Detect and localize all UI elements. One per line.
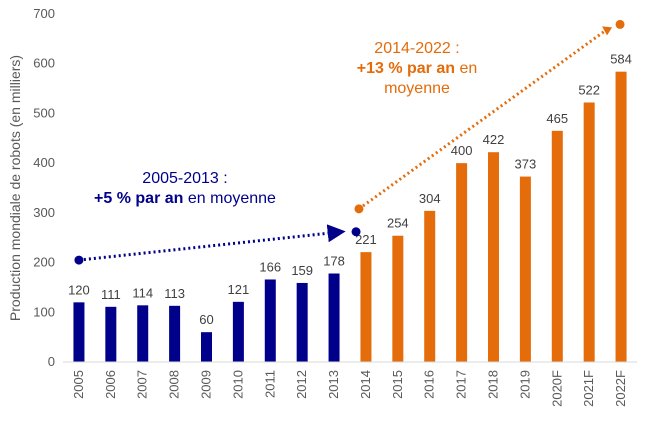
x-tick-label-2009: 2009: [199, 370, 214, 399]
bar-2019: [519, 176, 531, 362]
x-tick-label-2019: 2019: [517, 370, 532, 399]
annotation-2014-2022-rate: +13 % par an en: [357, 60, 478, 77]
bar-2014: [360, 252, 372, 362]
y-tick-label: 300: [33, 205, 55, 220]
x-tick-label-2017: 2017: [454, 370, 469, 399]
trend-line-2014-2022: [358, 28, 608, 211]
x-tick-label-2020F: 2020F: [549, 370, 564, 407]
annotation-2014-2022-title: 2014-2022 :: [374, 40, 459, 57]
bar-2008: [169, 305, 181, 362]
y-tick-label: 400: [33, 155, 55, 170]
data-label-2013: 178: [323, 254, 345, 269]
x-tick-label-2018: 2018: [486, 370, 501, 399]
x-tick-label-2007: 2007: [135, 370, 150, 399]
y-tick-label: 500: [33, 105, 55, 120]
data-label-2010: 121: [228, 282, 250, 297]
bar-2022F: [615, 71, 627, 362]
x-tick-label-2010: 2010: [230, 370, 245, 399]
data-label-2021F: 522: [578, 82, 600, 97]
trend-lines: [74, 19, 625, 265]
data-label-2018: 422: [483, 132, 505, 147]
trend-end-dot-2013: [351, 227, 361, 237]
data-label-2016: 304: [419, 191, 441, 206]
bars: 120 111 114 113 60 121 166 159 178 221 254 304 400 42…: [68, 52, 632, 363]
bar-2011: [264, 279, 276, 362]
trend-end-dot-2022: [615, 19, 625, 29]
data-label-2007: 114: [132, 285, 153, 300]
data-label-2009: 60: [199, 312, 213, 327]
trend-arrowhead-2022: [602, 26, 613, 36]
x-tick-label-2022F: 2022F: [613, 370, 628, 407]
x-tick-label-2014: 2014: [358, 370, 373, 399]
y-tick-label: 600: [33, 56, 55, 71]
annotations: 2005-2013 : +5 % par an en moyenne 2014-20…: [94, 40, 477, 207]
bar-2016: [424, 210, 436, 362]
data-label-2020F: 465: [546, 111, 568, 126]
bar-2012: [296, 282, 308, 362]
bar-2020F: [551, 130, 563, 362]
data-label-2006: 111: [101, 287, 121, 302]
x-tick-label-2016: 2016: [422, 370, 437, 399]
bar-2006: [105, 306, 117, 362]
data-label-2015: 254: [387, 216, 409, 231]
bar-2007: [137, 305, 149, 362]
trend-start-dot-2005: [74, 255, 84, 265]
data-label-2012: 159: [291, 263, 313, 278]
x-axis: 2005 2006 2007 2008 2009 2010 2011 2012 2013 2014…: [71, 370, 628, 407]
y-tick-label: 0: [48, 354, 55, 369]
trend-line-2005-2013: [78, 224, 346, 262]
y-tick-label: 200: [33, 255, 55, 270]
y-tick-label: 700: [33, 6, 55, 21]
x-tick-label-2012: 2012: [294, 370, 309, 399]
bar-2018: [488, 152, 499, 362]
annotation-2014-2022-line3: moyenne: [384, 80, 450, 97]
y-tick-label: 100: [33, 304, 55, 319]
bar-2009: [201, 332, 212, 362]
y-axis-label: Production mondiale de robots (en millie…: [7, 55, 23, 321]
bar-2005: [73, 302, 85, 362]
bar-2015: [392, 235, 404, 362]
x-tick-label-2008: 2008: [167, 370, 182, 399]
bar-2021F: [583, 102, 595, 363]
data-label-2022F: 584: [610, 52, 632, 67]
x-tick-label-2015: 2015: [390, 370, 405, 399]
x-tick-label-2006: 2006: [103, 370, 118, 399]
annotation-2005-2013-title: 2005-2013 :: [142, 170, 227, 187]
data-label-2014: 221: [355, 232, 377, 247]
x-tick-label-2021F: 2021F: [581, 370, 596, 407]
data-label-2017: 400: [451, 143, 473, 158]
x-tick-label-2011: 2011: [262, 370, 277, 398]
data-label-2019: 373: [515, 157, 537, 172]
annotation-2005-2013-rate: +5 % par an en moyenne: [94, 190, 276, 207]
data-label-2008: 113: [164, 286, 185, 301]
x-tick-label-2005: 2005: [71, 370, 86, 399]
data-label-2011: 166: [259, 259, 281, 274]
x-tick-label-2013: 2013: [326, 370, 341, 399]
trend-start-dot-2014: [354, 204, 364, 214]
y-axis: 0 100 200 300 400 500 600 700: [33, 6, 55, 369]
data-label-2005: 120: [68, 282, 90, 297]
bar-2010: [232, 301, 244, 362]
bar-2013: [328, 273, 340, 362]
bar-2017: [456, 163, 468, 362]
